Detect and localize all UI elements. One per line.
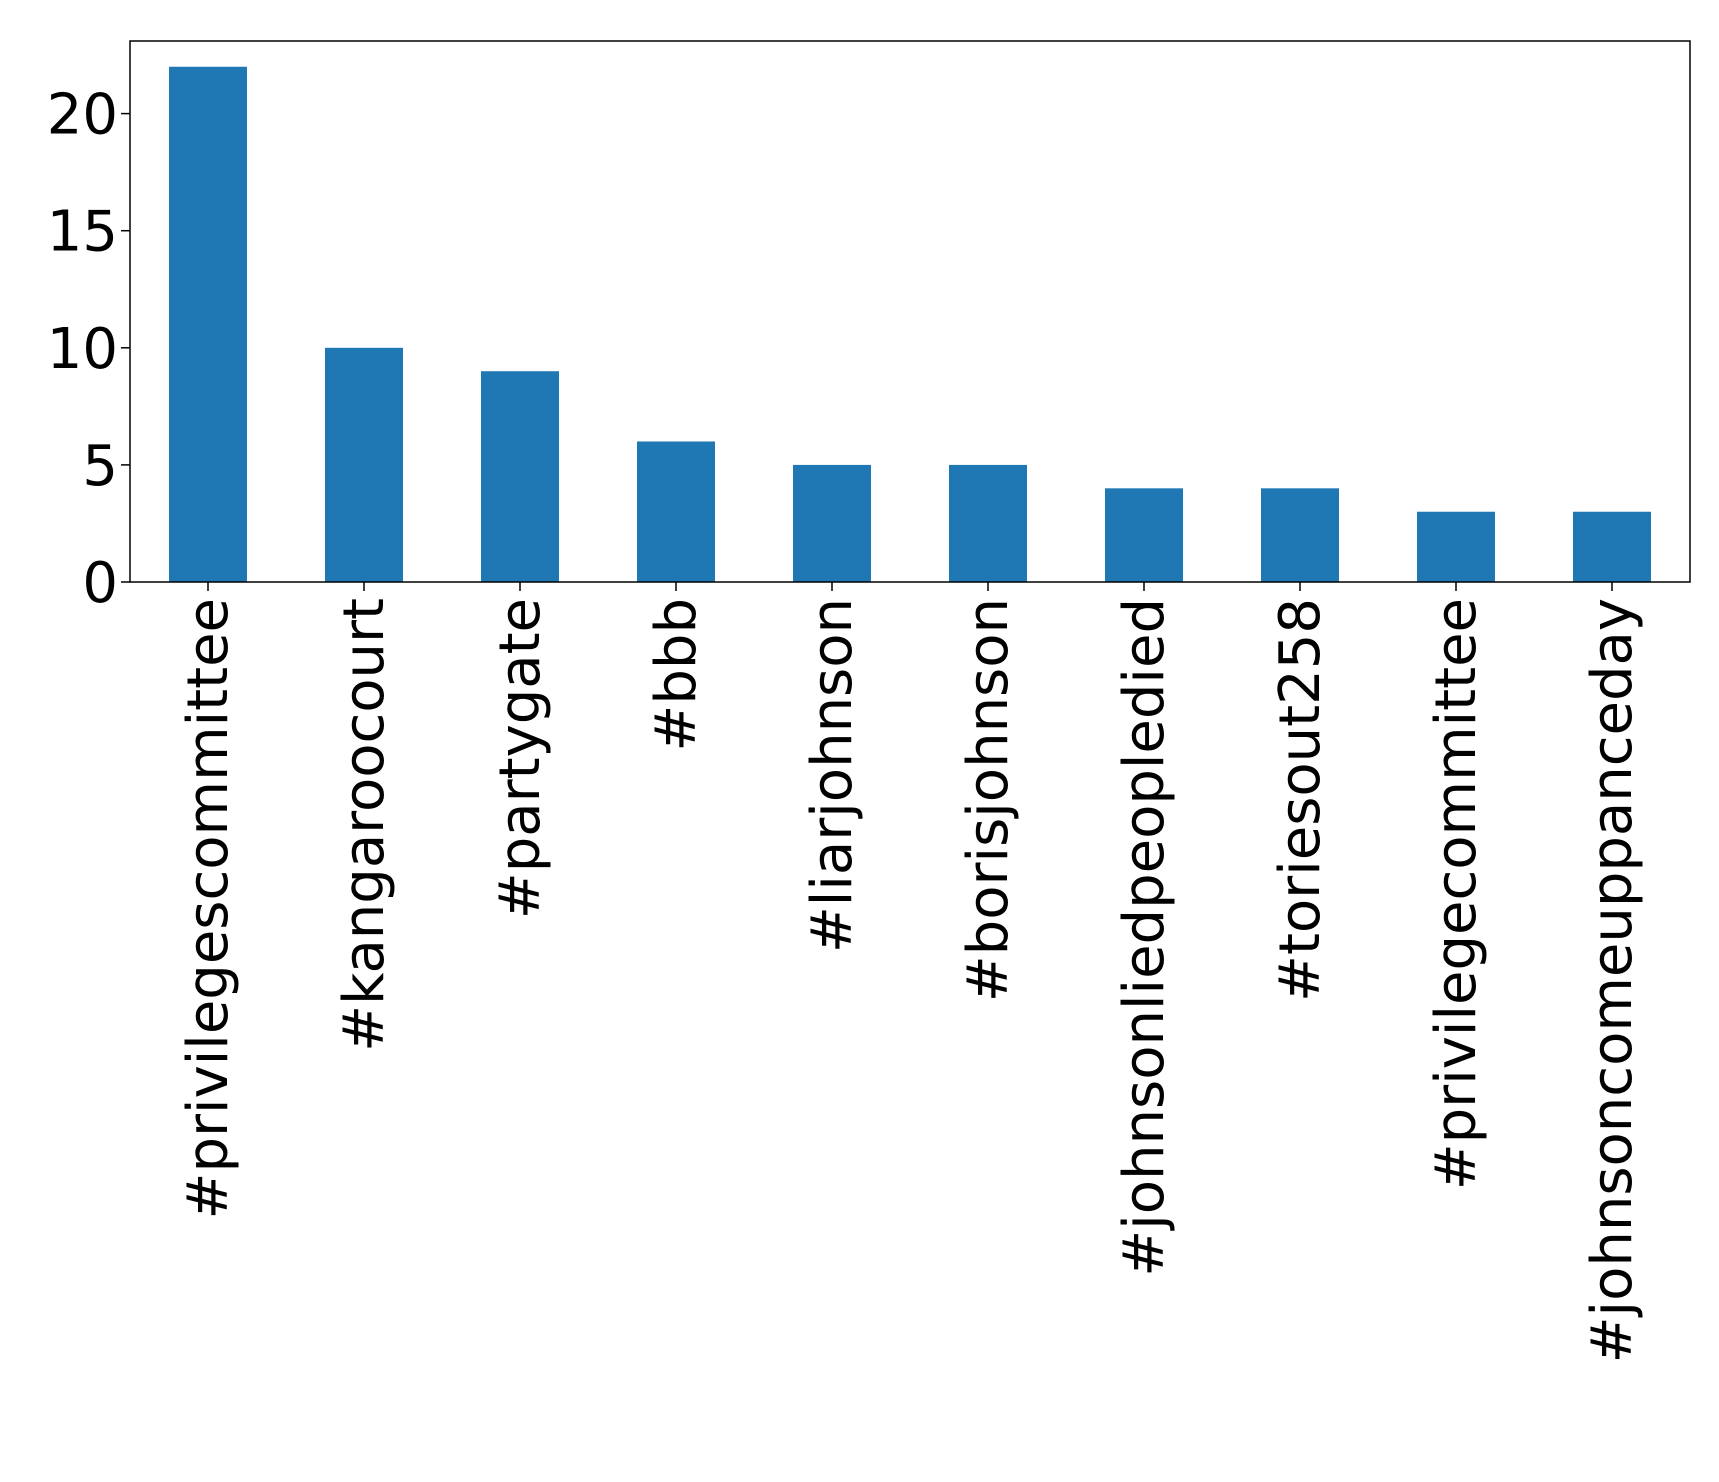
x-tick-label: #johnsonliedpeopledied <box>1112 598 1177 1277</box>
y-axis-ticks: 0 5 10 15 20 <box>47 83 130 616</box>
x-axis-ticks: #privilegescommittee #kangaroocourt #party… <box>176 582 1645 1363</box>
bar <box>1417 511 1495 582</box>
bar <box>325 347 403 582</box>
plot-frame <box>129 40 1691 583</box>
y-tick-label: 15 <box>47 200 118 265</box>
x-tick-label: #liarjohnson <box>800 598 865 953</box>
bar <box>793 464 871 582</box>
y-tick-label: 5 <box>82 434 118 499</box>
bar <box>949 464 1027 582</box>
x-tick-label: #toriesout258 <box>1268 598 1333 1002</box>
x-tick-label: #kangaroocourt <box>332 598 397 1052</box>
bar <box>637 441 715 582</box>
y-tick-label: 20 <box>47 83 118 148</box>
y-tick-label: 10 <box>47 317 118 382</box>
bar <box>481 371 559 582</box>
bar <box>1261 488 1339 582</box>
x-tick-label: #johnsoncomeuppanceday <box>1580 598 1645 1363</box>
bar <box>1105 488 1183 582</box>
x-tick-label: #privilegescommittee <box>176 598 241 1219</box>
bar-group <box>169 66 1651 582</box>
y-tick-label: 0 <box>82 551 118 616</box>
x-tick-label: #privilegecommittee <box>1424 598 1489 1190</box>
x-tick-label: #borisjohnson <box>956 598 1021 1002</box>
bar <box>1573 511 1651 582</box>
x-tick-label: #bbb <box>644 598 709 752</box>
x-tick-label: #partygate <box>488 598 553 919</box>
bar <box>169 66 247 582</box>
